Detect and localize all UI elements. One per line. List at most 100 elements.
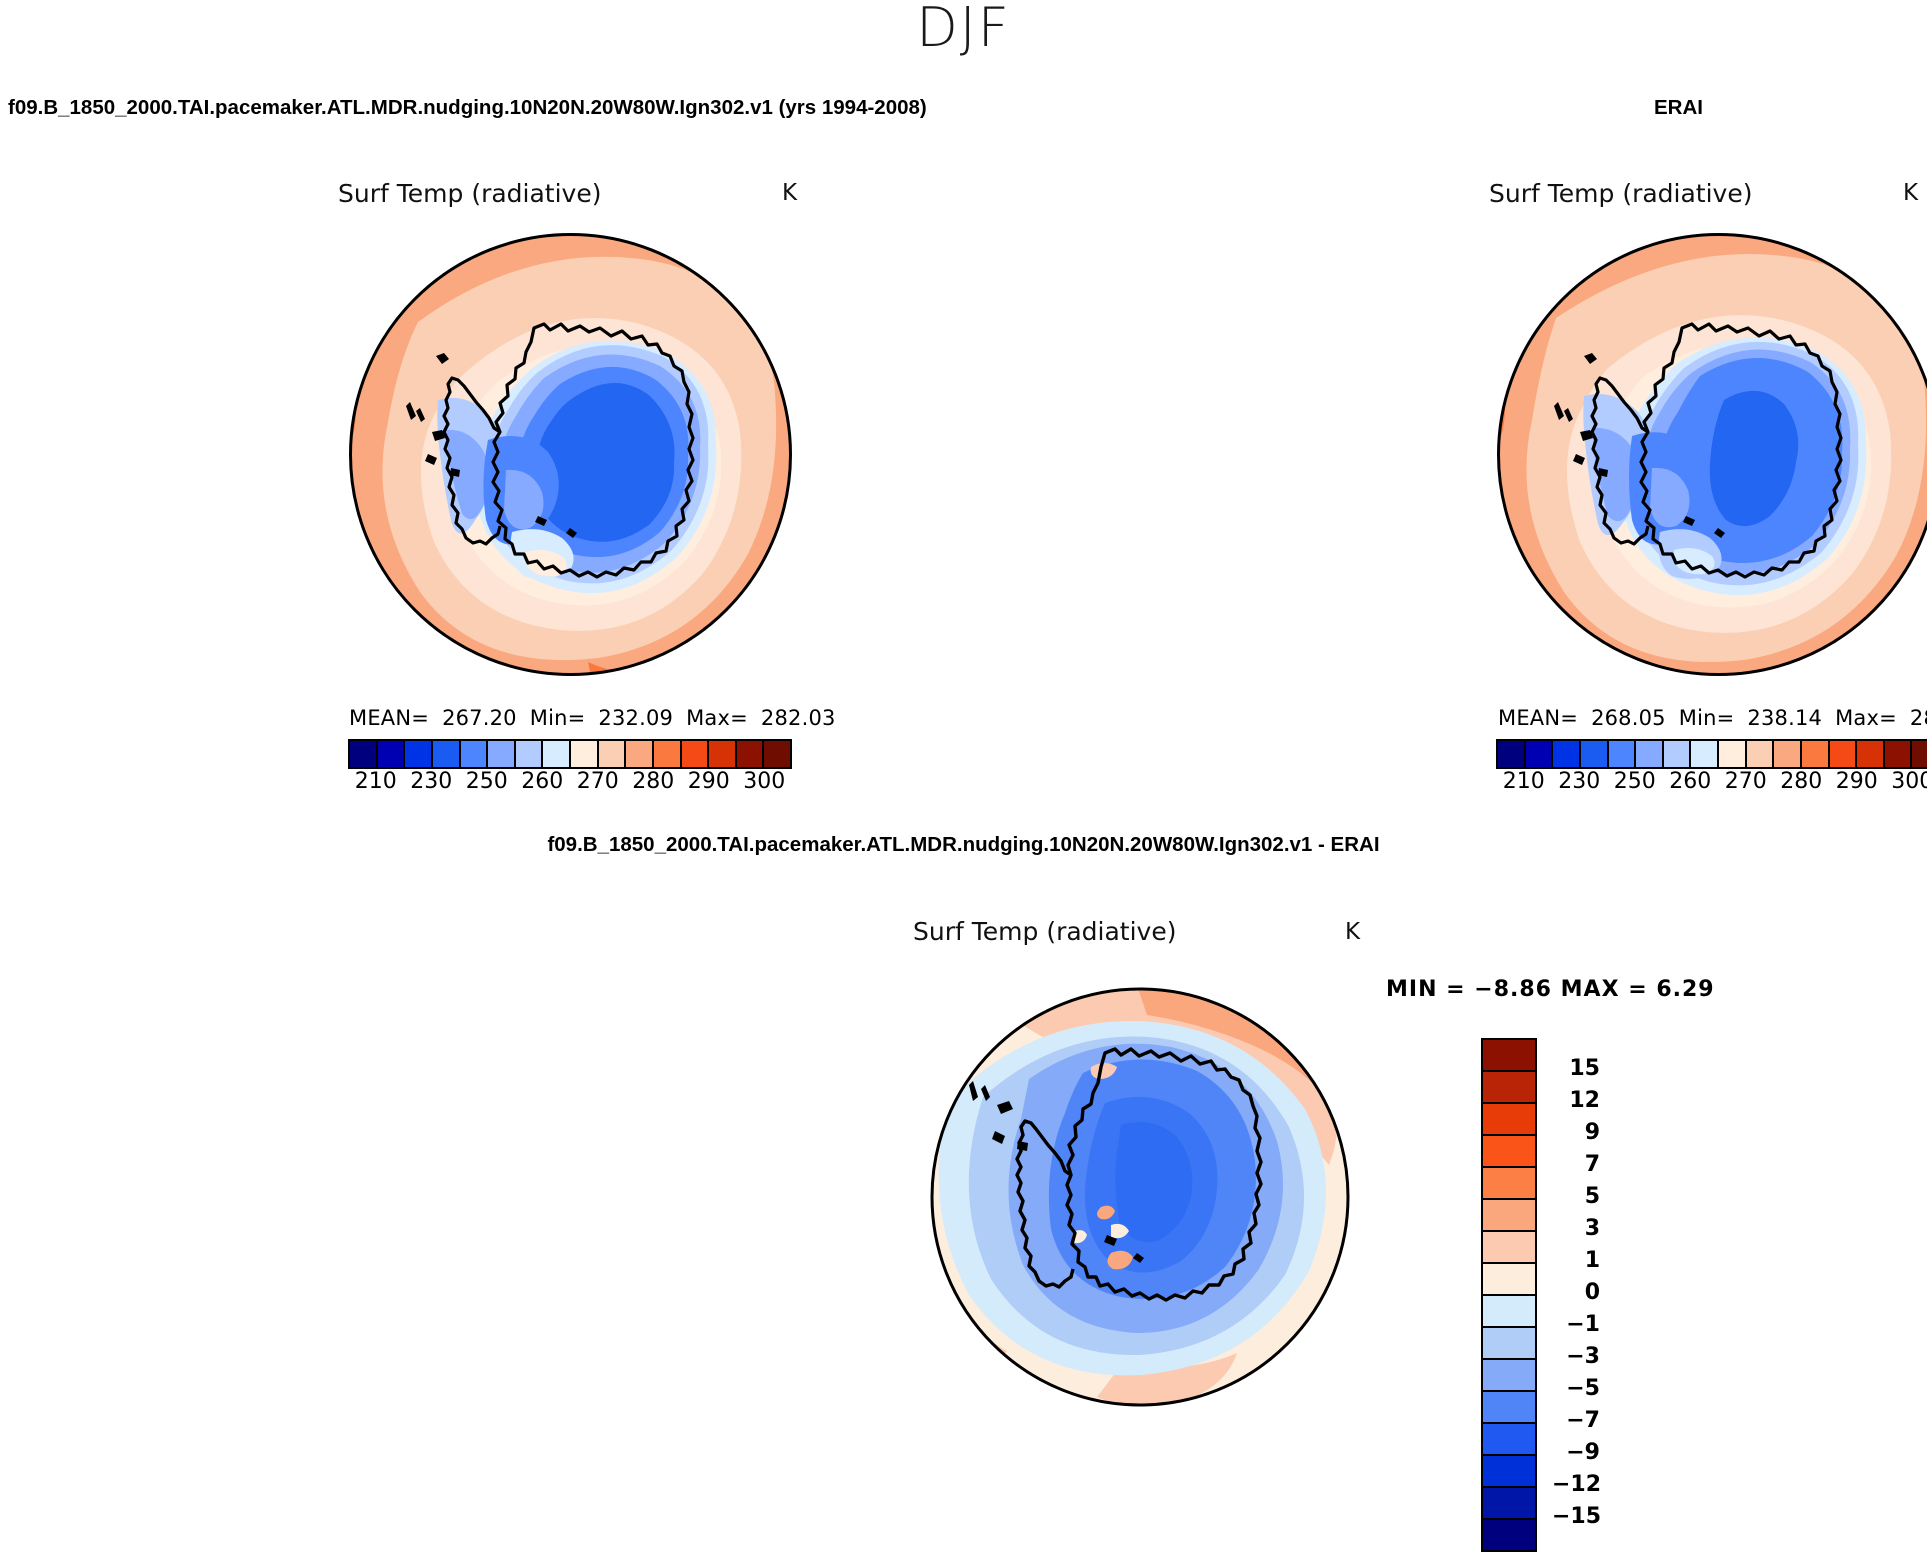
- model-min-value: 232.09: [598, 706, 673, 730]
- obs-unit-label: K: [1903, 180, 1918, 206]
- obs-mean-label: MEAN=: [1498, 706, 1578, 730]
- colorbar-swatch: [1719, 741, 1747, 767]
- colorbar-tick-label: 300: [743, 769, 785, 794]
- colorbar-tick-label: −3: [1552, 1341, 1600, 1373]
- colorbar-tick-label: 270: [1725, 769, 1767, 794]
- colorbar-swatch: [1483, 1296, 1535, 1328]
- obs-case-title: ERAI: [1654, 96, 1703, 120]
- colorbar-swatch: [1498, 741, 1526, 767]
- obs-max-value: 281.44: [1910, 706, 1927, 730]
- obs-stats-line: MEAN= 268.05 Min= 238.14 Max= 281.44: [1498, 706, 1927, 730]
- colorbar-tick-label: 12: [1552, 1085, 1600, 1117]
- colorbar-swatch: [543, 741, 571, 767]
- colorbar-swatch: [1857, 741, 1885, 767]
- colorbar-tick-label: −1: [1552, 1309, 1600, 1341]
- obs-variable-label: Surf Temp (radiative): [1489, 179, 1752, 208]
- colorbar-tick-label: 300: [1891, 769, 1927, 794]
- colorbar-tick-label: 260: [521, 769, 563, 794]
- colorbar-swatch: [764, 741, 790, 767]
- colorbar-swatch: [1830, 741, 1858, 767]
- colorbar-swatch: [1664, 741, 1692, 767]
- colorbar-swatch: [1691, 741, 1719, 767]
- colorbar-swatch: [709, 741, 737, 767]
- colorbar-tick-label: 15: [1552, 1053, 1600, 1085]
- colorbar-swatch: [1483, 1104, 1535, 1136]
- obs-min-value: 238.14: [1747, 706, 1822, 730]
- difference-variable-label: Surf Temp (radiative): [913, 917, 1176, 946]
- difference-polar-map: [925, 985, 1355, 1415]
- colorbar-swatch: [571, 741, 599, 767]
- model-max-label: Max=: [686, 706, 748, 730]
- colorbar-swatch: [350, 741, 378, 767]
- colorbar-tick-label: 250: [466, 769, 508, 794]
- colorbar-swatch: [1802, 741, 1830, 767]
- colorbar-swatch: [654, 741, 682, 767]
- colorbar-tick-label: 1: [1552, 1245, 1600, 1277]
- colorbar-tick-label: 0: [1552, 1277, 1600, 1309]
- colorbar-swatch: [599, 741, 627, 767]
- difference-case-title: f09.B_1850_2000.TAI.pacemaker.ATL.MDR.nu…: [0, 833, 1927, 857]
- colorbar-tick-label: 280: [632, 769, 674, 794]
- colorbar-tick-label: −5: [1552, 1373, 1600, 1405]
- colorbar-swatch: [378, 741, 406, 767]
- colorbar-swatch: [737, 741, 765, 767]
- colorbar-tick-label: 210: [355, 769, 397, 794]
- model-polar-map: [348, 232, 793, 677]
- model-max-value: 282.03: [761, 706, 836, 730]
- difference-colorbar: [1481, 1038, 1537, 1552]
- obs-mean-value: 268.05: [1591, 706, 1666, 730]
- model-mean-label: MEAN=: [349, 706, 429, 730]
- colorbar-tick-label: −12: [1552, 1469, 1600, 1501]
- colorbar-swatch: [1483, 1424, 1535, 1456]
- obs-max-label: Max=: [1835, 706, 1897, 730]
- colorbar-tick-label: 9: [1552, 1117, 1600, 1149]
- colorbar-tick-label: 260: [1669, 769, 1711, 794]
- colorbar-swatch: [1483, 1136, 1535, 1168]
- colorbar-swatch: [1483, 1488, 1535, 1520]
- model-variable-label: Surf Temp (radiative): [338, 179, 601, 208]
- model-case-title: f09.B_1850_2000.TAI.pacemaker.ATL.MDR.nu…: [8, 96, 927, 120]
- difference-min-value: −8.86: [1474, 977, 1552, 1002]
- colorbar-swatch: [1526, 741, 1554, 767]
- obs-polar-map: [1496, 232, 1927, 677]
- colorbar-swatch: [488, 741, 516, 767]
- difference-colorbar-wrap: [1481, 1038, 1537, 1552]
- obs-min-label: Min=: [1679, 706, 1735, 730]
- colorbar-swatch: [1483, 1360, 1535, 1392]
- colorbar-tick-label: 210: [1503, 769, 1545, 794]
- colorbar-swatch: [1483, 1328, 1535, 1360]
- colorbar-swatch: [1885, 741, 1913, 767]
- colorbar-tick-label: 3: [1552, 1213, 1600, 1245]
- season-heading: DJF: [0, 0, 1927, 59]
- obs-colorbar: [1496, 739, 1927, 769]
- model-colorbar: [348, 739, 792, 769]
- colorbar-swatch: [461, 741, 489, 767]
- colorbar-swatch: [405, 741, 433, 767]
- difference-max-value: 6.29: [1656, 977, 1714, 1002]
- colorbar-swatch: [1747, 741, 1775, 767]
- colorbar-swatch: [1483, 1040, 1535, 1072]
- colorbar-tick-label: −9: [1552, 1437, 1600, 1469]
- colorbar-swatch: [1483, 1392, 1535, 1424]
- colorbar-tick-label: 230: [410, 769, 452, 794]
- colorbar-tick-label: 7: [1552, 1149, 1600, 1181]
- colorbar-swatch: [1483, 1520, 1535, 1550]
- difference-min-label: MIN =: [1386, 977, 1466, 1002]
- model-mean-value: 267.20: [442, 706, 517, 730]
- colorbar-swatch: [433, 741, 461, 767]
- difference-unit-label: K: [1345, 919, 1360, 945]
- colorbar-swatch: [1483, 1200, 1535, 1232]
- difference-max-label: MAX =: [1561, 977, 1648, 1002]
- colorbar-tick-label: −15: [1552, 1501, 1600, 1533]
- colorbar-swatch: [516, 741, 544, 767]
- model-unit-label: K: [782, 180, 797, 206]
- colorbar-tick-label: 290: [688, 769, 730, 794]
- difference-minmax-line: MIN = −8.86 MAX = 6.29: [1386, 977, 1715, 1002]
- colorbar-swatch: [1912, 741, 1927, 767]
- colorbar-tick-label: 280: [1780, 769, 1822, 794]
- colorbar-swatch: [1609, 741, 1637, 767]
- colorbar-swatch: [1483, 1232, 1535, 1264]
